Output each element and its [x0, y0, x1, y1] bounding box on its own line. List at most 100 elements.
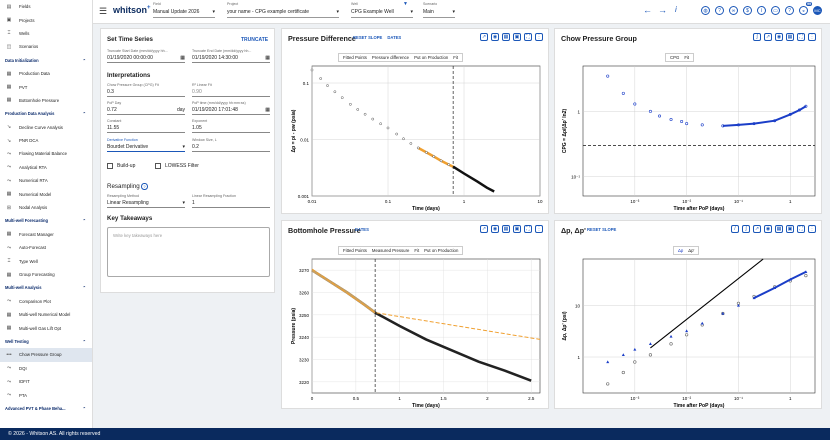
- slope-icon[interactable]: /: [731, 225, 739, 233]
- chart-icon[interactable]: ⌇: [757, 6, 766, 15]
- resampling-fraction-field[interactable]: Linear Resampling Fraction 1: [192, 194, 270, 208]
- grid-icon[interactable]: ▣: [786, 225, 794, 233]
- well-select[interactable]: Well CPG Example Well ▾: [351, 2, 413, 18]
- fullscreen-icon[interactable]: ⛶: [524, 225, 532, 233]
- share-icon[interactable]: ↗: [480, 33, 488, 41]
- camera-icon[interactable]: ◉: [491, 225, 499, 233]
- table-icon[interactable]: ▦: [502, 33, 510, 41]
- sidebar-item[interactable]: ⤳ Numerical RTA: [0, 174, 92, 187]
- sidebar-section[interactable]: Multi-well Forecasting ⌃: [0, 214, 92, 227]
- truncate-button[interactable]: TRUNCATE: [241, 37, 269, 43]
- sidebar-item[interactable]: ⤳ Flowing Material Balance: [0, 147, 92, 160]
- sidebar-section[interactable]: Multi-well Analysis ⌃: [0, 281, 92, 294]
- sidebar-item[interactable]: ⌶ Wells: [0, 27, 92, 40]
- question-icon[interactable]: ?: [785, 6, 794, 15]
- truncate-end-field[interactable]: Truncate End Date (mm/dd/yyyy hh... 01/19…: [192, 49, 270, 63]
- sidebar-item[interactable]: ▦ Forecast Manager: [0, 228, 92, 241]
- sidebar-item[interactable]: ▤ Fields: [0, 0, 92, 13]
- sidebar-item[interactable]: ▣ Projects: [0, 13, 92, 26]
- sidebar-item[interactable]: ⤳ Analytical RTA: [0, 161, 92, 174]
- sidebar-item[interactable]: ⤳ IDFIT: [0, 375, 92, 388]
- sidebar-item[interactable]: ⤳ DQI: [0, 362, 92, 375]
- chat-icon[interactable]: ▭: [771, 6, 780, 15]
- sidebar-item[interactable]: ⤳ Auto-Forecast: [0, 241, 92, 254]
- sidebar-section[interactable]: Data Initialization ⌃: [0, 54, 92, 67]
- sidebar-item[interactable]: ▦ Group Forecasting: [0, 268, 92, 281]
- camera-icon[interactable]: ◉: [775, 33, 783, 41]
- truncate-start-field[interactable]: Truncate Start Date (mm/dd/yyyy hh... 01/…: [107, 49, 185, 63]
- forward-arrow-icon[interactable]: →: [658, 5, 667, 15]
- dates-link[interactable]: DATES: [387, 35, 402, 40]
- sidebar-item[interactable]: ◫ Scenarios: [0, 40, 92, 53]
- sidebar-item[interactable]: ••• Chow Pressure Group: [0, 348, 92, 362]
- window-size-field[interactable]: Window Size, L 0.2: [192, 138, 270, 152]
- more-icon[interactable]: ⋮: [535, 225, 543, 233]
- buildup-checkbox[interactable]: Build-up: [107, 163, 135, 169]
- sidebar-item[interactable]: ⤳ PTA: [0, 388, 92, 401]
- plot-frame: [582, 65, 816, 197]
- slope-icon[interactable]: ∫: [753, 33, 761, 41]
- lowess-checkbox[interactable]: LOWESS Filter: [155, 163, 199, 169]
- link-icon[interactable]: ∞: [729, 6, 738, 15]
- key-takeaways-input[interactable]: Write key takeaways here: [107, 227, 270, 277]
- calendar-icon[interactable]: ▦: [180, 55, 185, 61]
- dp-prime-point: [633, 360, 637, 364]
- filter-icon[interactable]: ▼: [403, 1, 408, 7]
- sidebar-item[interactable]: ▦ Production Data: [0, 67, 92, 80]
- grid-icon[interactable]: ▣: [513, 225, 521, 233]
- share-icon[interactable]: ↗: [480, 225, 488, 233]
- dollar-icon[interactable]: $: [743, 6, 752, 15]
- pop-time-field[interactable]: PoP time (mm/dd/yyyy hh:mm:ss) 01/19/2020…: [192, 101, 270, 115]
- sidebar-section[interactable]: Production Data Analysis ⌃: [0, 107, 92, 120]
- calendar-icon[interactable]: ▦: [265, 107, 270, 113]
- fullscreen-icon[interactable]: ⛶: [797, 225, 805, 233]
- table-icon[interactable]: ▦: [502, 225, 510, 233]
- sidebar-item[interactable]: ⌶ Type Well: [0, 254, 92, 267]
- sidebar-item[interactable]: ⤳ Comparison Plot: [0, 295, 92, 308]
- project-select[interactable]: Project your name - CPG example certifica…: [227, 2, 339, 18]
- globe-icon[interactable]: ◍: [701, 6, 710, 15]
- back-arrow-icon[interactable]: ←: [643, 5, 652, 15]
- constant-field[interactable]: Constant 11.55: [107, 119, 185, 133]
- sidebar-item[interactable]: ↘ PNR DCA: [0, 134, 92, 147]
- table-icon[interactable]: ▦: [786, 33, 794, 41]
- sidebar-item[interactable]: ⊞ Nodal Analysis: [0, 201, 92, 214]
- sidebar-item[interactable]: ▦ PVT: [0, 80, 92, 93]
- help-icon[interactable]: ?: [715, 6, 724, 15]
- camera-icon[interactable]: ◉: [764, 225, 772, 233]
- sidebar-section[interactable]: Advanced PVT & Phase Beha... ⌃: [0, 402, 92, 415]
- reset-slope-link[interactable]: RESET SLOPE: [353, 35, 383, 40]
- sidebar-section[interactable]: Well Testing ⌃: [0, 335, 92, 348]
- sidebar-item[interactable]: ↘ Decline Curve Analysis: [0, 121, 92, 134]
- sidebar-item[interactable]: ▦ Bottomhole Pressure: [0, 94, 92, 107]
- info-icon[interactable]: i: [675, 5, 677, 14]
- sidebar-item[interactable]: ▦ Numerical Model: [0, 187, 92, 200]
- sidebar-item[interactable]: ▦ Multi-well Gas Lift Opt: [0, 321, 92, 334]
- integral-icon[interactable]: ∫: [742, 225, 750, 233]
- scenario-select[interactable]: Scenario Main ▾: [423, 2, 455, 18]
- hamburger-menu-icon[interactable]: ☰: [99, 6, 108, 16]
- share-icon[interactable]: ↗: [764, 33, 772, 41]
- share-icon[interactable]: ↗: [753, 225, 761, 233]
- more-icon[interactable]: ⋮: [535, 33, 543, 41]
- reset-slope-link[interactable]: RESET SLOPE: [587, 227, 617, 232]
- fullscreen-icon[interactable]: ⛶: [524, 33, 532, 41]
- table-icon[interactable]: ▦: [775, 225, 783, 233]
- sidebar-item[interactable]: ▦ Multi-well Numerical Model: [0, 308, 92, 321]
- field-select[interactable]: Field Manual Update 2026 ▾: [153, 2, 215, 18]
- dates-link[interactable]: DATES: [355, 227, 369, 232]
- help-circle-icon[interactable]: ?: [141, 183, 148, 190]
- resampling-method-select[interactable]: Resampling Method Linear Resampling ▾: [107, 194, 185, 208]
- exponent-field[interactable]: Exponent 1.05: [192, 119, 270, 133]
- calendar-icon[interactable]: ▦: [265, 55, 270, 61]
- camera-icon[interactable]: ◉: [491, 33, 499, 41]
- pop-day-field[interactable]: PoP Day 0.72 day: [107, 101, 185, 115]
- derivative-function-select[interactable]: Derivative Function Bourdet Derivative ▾: [107, 138, 185, 152]
- fullscreen-icon[interactable]: ⛶: [797, 33, 805, 41]
- more-icon[interactable]: ⋮: [808, 225, 816, 233]
- avatar[interactable]: MC: [813, 6, 822, 15]
- more-icon[interactable]: ⋮: [808, 33, 816, 41]
- grid-icon[interactable]: ▣: [513, 33, 521, 41]
- notification-bell-icon[interactable]: ◒ 99: [799, 2, 812, 15]
- cpg-fit-field[interactable]: Chow Pressure Group (CPG) Fit 0.3: [107, 83, 185, 97]
